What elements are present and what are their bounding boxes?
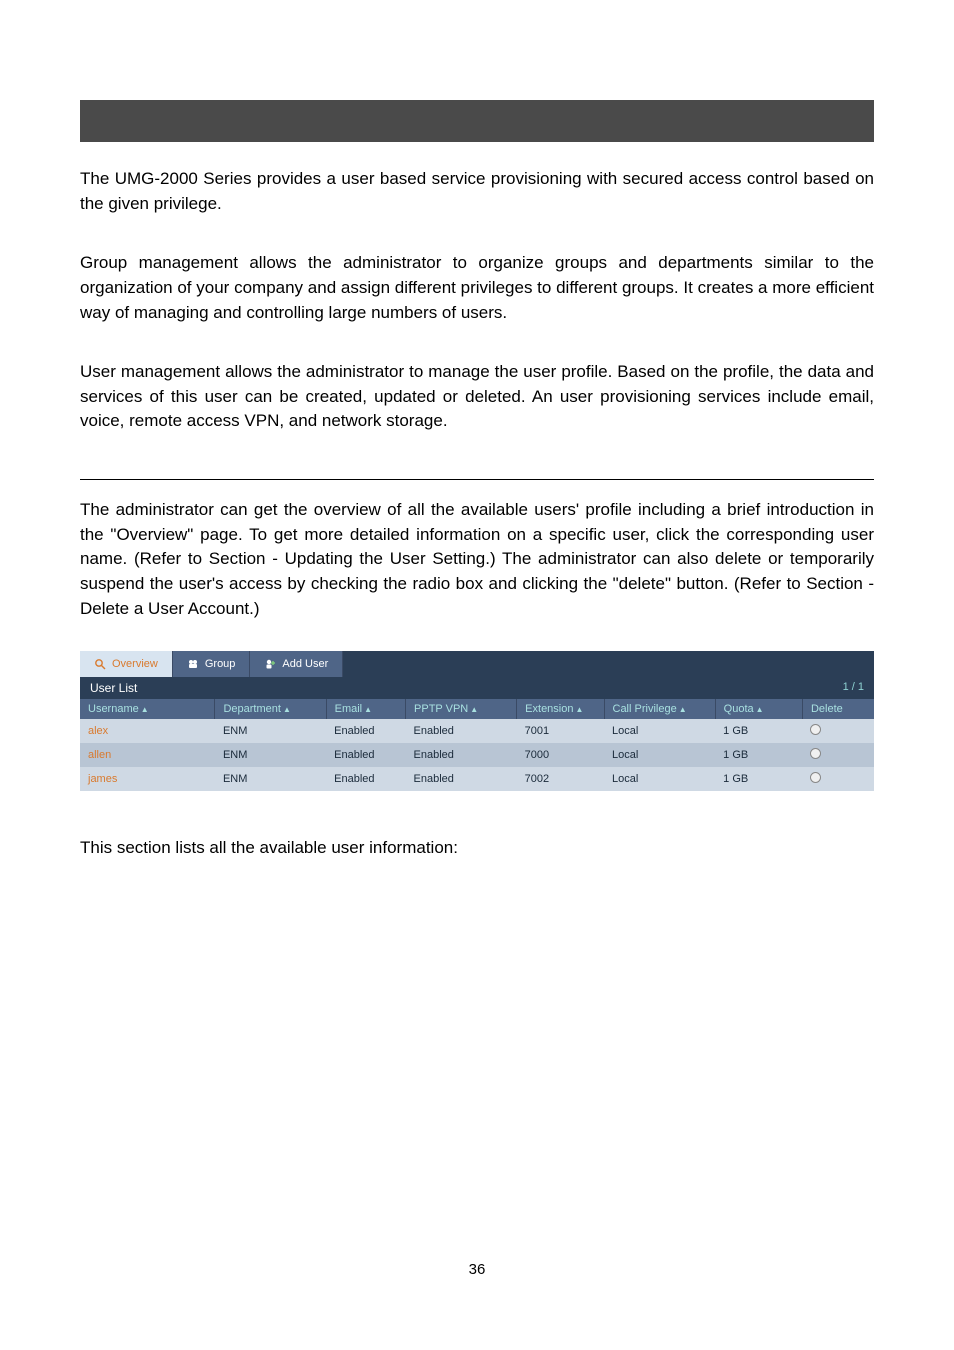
delete-radio[interactable] bbox=[810, 772, 821, 783]
table-row: alex ENM Enabled Enabled 7001 Local 1 GB bbox=[80, 719, 874, 743]
user-list-screenshot: Overview Group Add User User List 1 / 1 bbox=[80, 651, 874, 791]
delete-radio[interactable] bbox=[810, 724, 821, 735]
tab-group[interactable]: Group bbox=[173, 651, 251, 677]
page-number: 36 bbox=[80, 1261, 874, 1278]
sort-arrow-icon: ▲ bbox=[283, 705, 291, 714]
cell-delete bbox=[802, 719, 874, 743]
cell-department: ENM bbox=[215, 719, 326, 743]
document-page: The UMG-2000 Series provides a user base… bbox=[0, 0, 954, 1318]
tab-bar: Overview Group Add User bbox=[80, 651, 874, 677]
col-username[interactable]: Username▲ bbox=[80, 699, 215, 719]
paragraph-overview-desc: The administrator can get the overview o… bbox=[80, 498, 874, 621]
cell-privilege: Local bbox=[604, 767, 715, 791]
pager-text: 1 / 1 bbox=[843, 681, 864, 695]
section-divider bbox=[80, 479, 874, 480]
paragraph-group-mgmt: Group management allows the administrato… bbox=[80, 251, 874, 325]
cell-extension: 7001 bbox=[517, 719, 604, 743]
sort-arrow-icon: ▲ bbox=[364, 705, 372, 714]
cell-username[interactable]: allen bbox=[80, 743, 215, 767]
cell-username[interactable]: james bbox=[80, 767, 215, 791]
cell-privilege: Local bbox=[604, 719, 715, 743]
cell-delete bbox=[802, 767, 874, 791]
col-pptp[interactable]: PPTP VPN▲ bbox=[406, 699, 517, 719]
col-department[interactable]: Department▲ bbox=[215, 699, 326, 719]
cell-username[interactable]: alex bbox=[80, 719, 215, 743]
sort-arrow-icon: ▲ bbox=[470, 705, 478, 714]
cell-extension: 7002 bbox=[517, 767, 604, 791]
delete-radio[interactable] bbox=[810, 748, 821, 759]
group-icon bbox=[187, 658, 199, 670]
table-header-row: Username▲ Department▲ Email▲ PPTP VPN▲ E… bbox=[80, 699, 874, 719]
col-email[interactable]: Email▲ bbox=[326, 699, 405, 719]
sort-arrow-icon: ▲ bbox=[756, 705, 764, 714]
user-table: Username▲ Department▲ Email▲ PPTP VPN▲ E… bbox=[80, 699, 874, 791]
cell-extension: 7000 bbox=[517, 743, 604, 767]
tab-overview[interactable]: Overview bbox=[80, 651, 173, 677]
cell-department: ENM bbox=[215, 767, 326, 791]
magnifier-icon bbox=[94, 658, 106, 670]
sort-arrow-icon: ▲ bbox=[141, 705, 149, 714]
col-delete: Delete bbox=[802, 699, 874, 719]
col-extension[interactable]: Extension▲ bbox=[517, 699, 604, 719]
sort-arrow-icon: ▲ bbox=[575, 705, 583, 714]
tab-label: Overview bbox=[112, 658, 158, 670]
paragraph-user-mgmt: User management allows the administrator… bbox=[80, 360, 874, 434]
tab-add-user[interactable]: Add User bbox=[250, 651, 343, 677]
cell-pptp: Enabled bbox=[406, 743, 517, 767]
table-row: james ENM Enabled Enabled 7002 Local 1 G… bbox=[80, 767, 874, 791]
cell-pptp: Enabled bbox=[406, 719, 517, 743]
cell-pptp: Enabled bbox=[406, 767, 517, 791]
tab-label: Group bbox=[205, 658, 236, 670]
table-row: allen ENM Enabled Enabled 7000 Local 1 G… bbox=[80, 743, 874, 767]
cell-delete bbox=[802, 743, 874, 767]
cell-quota: 1 GB bbox=[715, 743, 802, 767]
cell-email: Enabled bbox=[326, 767, 405, 791]
add-user-icon bbox=[264, 658, 276, 670]
cell-email: Enabled bbox=[326, 743, 405, 767]
cell-privilege: Local bbox=[604, 743, 715, 767]
tab-filler bbox=[343, 651, 874, 677]
sort-arrow-icon: ▲ bbox=[679, 705, 687, 714]
cell-department: ENM bbox=[215, 743, 326, 767]
col-quota[interactable]: Quota▲ bbox=[715, 699, 802, 719]
userlist-title: User List bbox=[90, 681, 137, 695]
cell-email: Enabled bbox=[326, 719, 405, 743]
userlist-header: User List 1 / 1 bbox=[80, 677, 874, 699]
paragraph-section-intro: This section lists all the available use… bbox=[80, 836, 874, 861]
col-privilege[interactable]: Call Privilege▲ bbox=[604, 699, 715, 719]
cell-quota: 1 GB bbox=[715, 719, 802, 743]
paragraph-intro: The UMG-2000 Series provides a user base… bbox=[80, 167, 874, 216]
tab-label: Add User bbox=[282, 658, 328, 670]
section-header-bar bbox=[80, 100, 874, 142]
cell-quota: 1 GB bbox=[715, 767, 802, 791]
